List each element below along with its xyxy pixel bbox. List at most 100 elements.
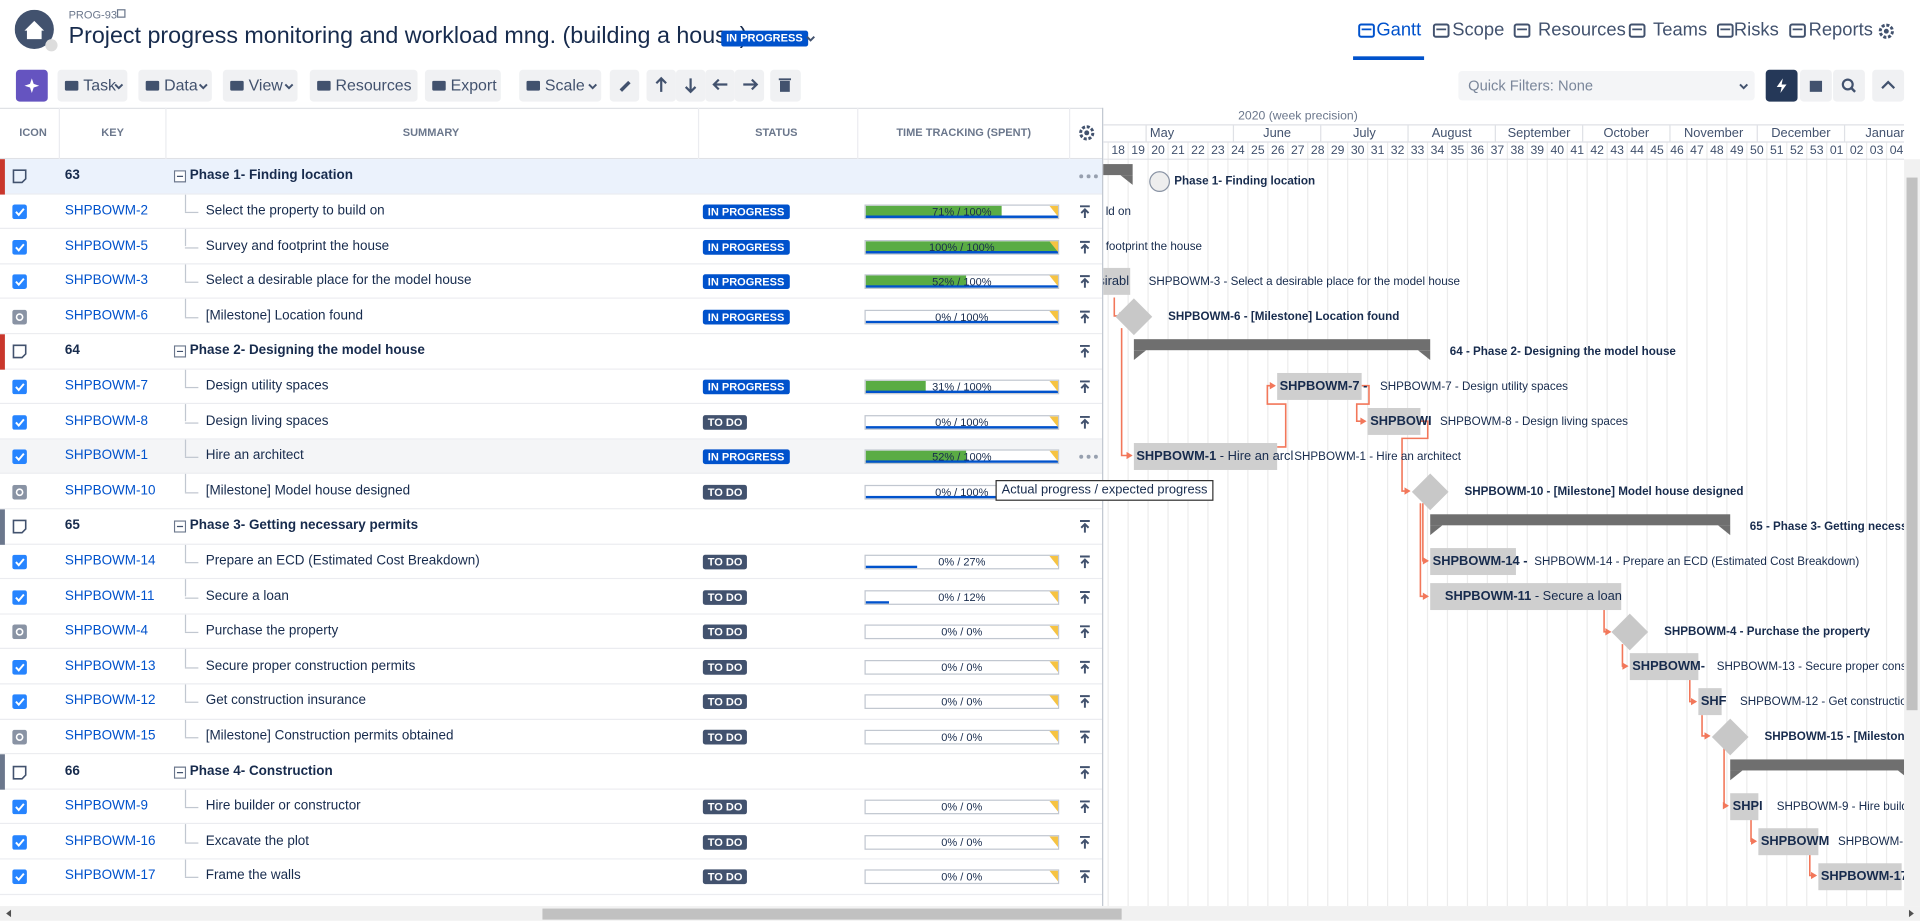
nav-tab[interactable]: Gantt [1376,19,1422,41]
column-header[interactable]: TIME TRACKING (SPENT) [896,126,1032,139]
nav-tab[interactable]: Scope [1452,19,1505,41]
collapse-toggle[interactable] [173,345,187,358]
row-key[interactable]: SHPBOWM-1 [64,448,148,463]
gantt-tool-glyph[interactable] [1840,77,1857,94]
toolbar-icon[interactable] [431,78,447,93]
toolbar-icon-button[interactable] [705,69,735,102]
toolbar-button[interactable]: Task [57,69,128,102]
row-summary[interactable]: Prepare an ECD (Estimated Cost Breakdown… [205,553,480,569]
toolbar-label[interactable]: Task [83,75,117,95]
move-to-top[interactable] [1078,379,1093,394]
row-more[interactable] [1078,173,1100,180]
move-to-top[interactable] [1078,274,1093,289]
toolbar-label[interactable]: Data [164,75,198,95]
toolbar-glyph[interactable] [616,76,634,94]
magic-icon[interactable] [22,76,42,96]
nav-tab[interactable]: Risks [1733,19,1779,41]
row-summary[interactable]: Phase 4- Construction [189,763,333,779]
row-key[interactable]: SHPBOWM-7 [64,378,148,393]
move-to-top[interactable] [1078,590,1093,605]
settings-icon[interactable] [1877,22,1895,40]
gantt-tool-glyph[interactable] [1880,77,1897,94]
nav-tab[interactable]: Resources [1537,19,1626,41]
quick-filter-text[interactable]: Quick Filters: None [1468,77,1594,95]
nav-icon[interactable] [1513,22,1531,39]
column-header[interactable]: ICON [19,126,47,139]
collapse-toggle[interactable] [173,170,187,183]
gantt-tool-button[interactable] [1833,69,1865,102]
toolbar-label[interactable]: View [248,75,283,95]
move-to-top[interactable] [1078,870,1093,885]
row-summary[interactable]: [Milestone] Model house designed [205,483,411,498]
horizontal-scrollbar-thumb[interactable] [542,908,1122,920]
row-key[interactable]: SHPBOWM-16 [64,833,156,849]
row-key[interactable]: 65 [64,518,80,534]
toolbar-button[interactable]: Data [138,69,212,102]
row-key[interactable]: SHPBOWM-5 [64,238,148,253]
row-key[interactable]: 66 [64,763,80,779]
quick-filter[interactable]: Quick Filters: None [1458,71,1755,101]
toolbar-chevron[interactable] [197,81,209,93]
row-summary[interactable]: Design living spaces [205,413,329,428]
row-key[interactable]: SHPBOWM-10 [64,483,156,498]
toolbar-icon-button[interactable] [770,69,801,102]
toolbar-glyph[interactable] [682,76,700,94]
row-summary[interactable]: Hire an architect [205,448,304,463]
toolbar-icon[interactable] [64,78,80,93]
row-key[interactable]: 63 [64,168,80,183]
toolbar-icon-button[interactable] [734,69,765,102]
toolbar-icon-button[interactable] [675,69,706,102]
row-key[interactable]: SHPBOWM-13 [64,658,156,674]
move-to-top[interactable] [1078,835,1093,850]
toolbar-button[interactable]: Resources [309,69,418,102]
toolbar-chevron[interactable] [113,81,125,93]
table-row[interactable] [0,439,1103,475]
toolbar-button[interactable]: Scale [519,69,602,102]
row-summary[interactable]: Purchase the property [205,623,339,639]
move-to-top[interactable] [1078,695,1093,710]
move-to-top[interactable] [1078,309,1093,324]
toolbar-button[interactable]: Export [424,69,501,102]
row-summary[interactable]: Select the property to build on [205,203,385,218]
scroll-right[interactable] [1905,907,1917,919]
toolbar-icon[interactable] [229,78,245,93]
quick-filter-chevron[interactable] [1738,81,1750,93]
nav-tab[interactable]: Teams [1653,19,1708,41]
move-to-top[interactable] [1078,239,1093,254]
nav-icon[interactable] [1432,22,1450,39]
move-to-top[interactable] [1078,730,1093,745]
row-summary[interactable]: Secure a loan [205,588,289,604]
row-key[interactable]: SHPBOWM-3 [64,273,148,288]
row-key[interactable]: SHPBOWM-4 [64,623,148,639]
move-to-top[interactable] [1078,660,1093,675]
row-summary[interactable]: [Milestone] Construction permits obtaine… [205,728,454,744]
toolbar-chevron[interactable] [587,81,599,93]
row-key[interactable]: SHPBOWM-8 [64,413,148,428]
row-key[interactable]: SHPBOWM-9 [64,798,148,814]
row-summary[interactable]: Phase 1- Finding location [189,168,353,183]
column-header[interactable]: KEY [101,126,124,139]
row-summary[interactable]: Secure proper construction permits [205,658,416,674]
row-more[interactable] [1078,453,1100,460]
column-header[interactable]: SUMMARY [402,126,460,139]
toolbar-label[interactable]: Resources [335,75,412,95]
nav-icon[interactable] [1358,22,1375,39]
row-key[interactable]: SHPBOWM-12 [64,693,156,709]
row-key[interactable]: SHPBOWM-17 [64,868,156,884]
toolbar-label[interactable]: Export [450,75,497,95]
toolbar-chevron[interactable] [283,81,295,93]
nav-tab[interactable]: Reports [1808,19,1873,41]
move-to-top[interactable] [1078,800,1093,815]
status-chevron[interactable] [804,33,816,45]
row-summary[interactable]: Phase 2- Designing the model house [189,343,425,358]
row-key[interactable]: SHPBOWM-15 [64,728,156,744]
row-key[interactable]: 64 [64,343,80,358]
row-summary[interactable]: Excavate the plot [205,833,310,849]
collapse-toggle[interactable] [173,520,187,534]
row-key[interactable]: SHPBOWM-11 [64,588,155,604]
row-summary[interactable]: Frame the walls [205,868,301,884]
lightning-icon[interactable] [1774,77,1789,94]
collapse-toggle[interactable] [173,765,187,779]
toolbar-icon[interactable] [144,78,160,93]
move-to-top[interactable] [1078,625,1093,640]
